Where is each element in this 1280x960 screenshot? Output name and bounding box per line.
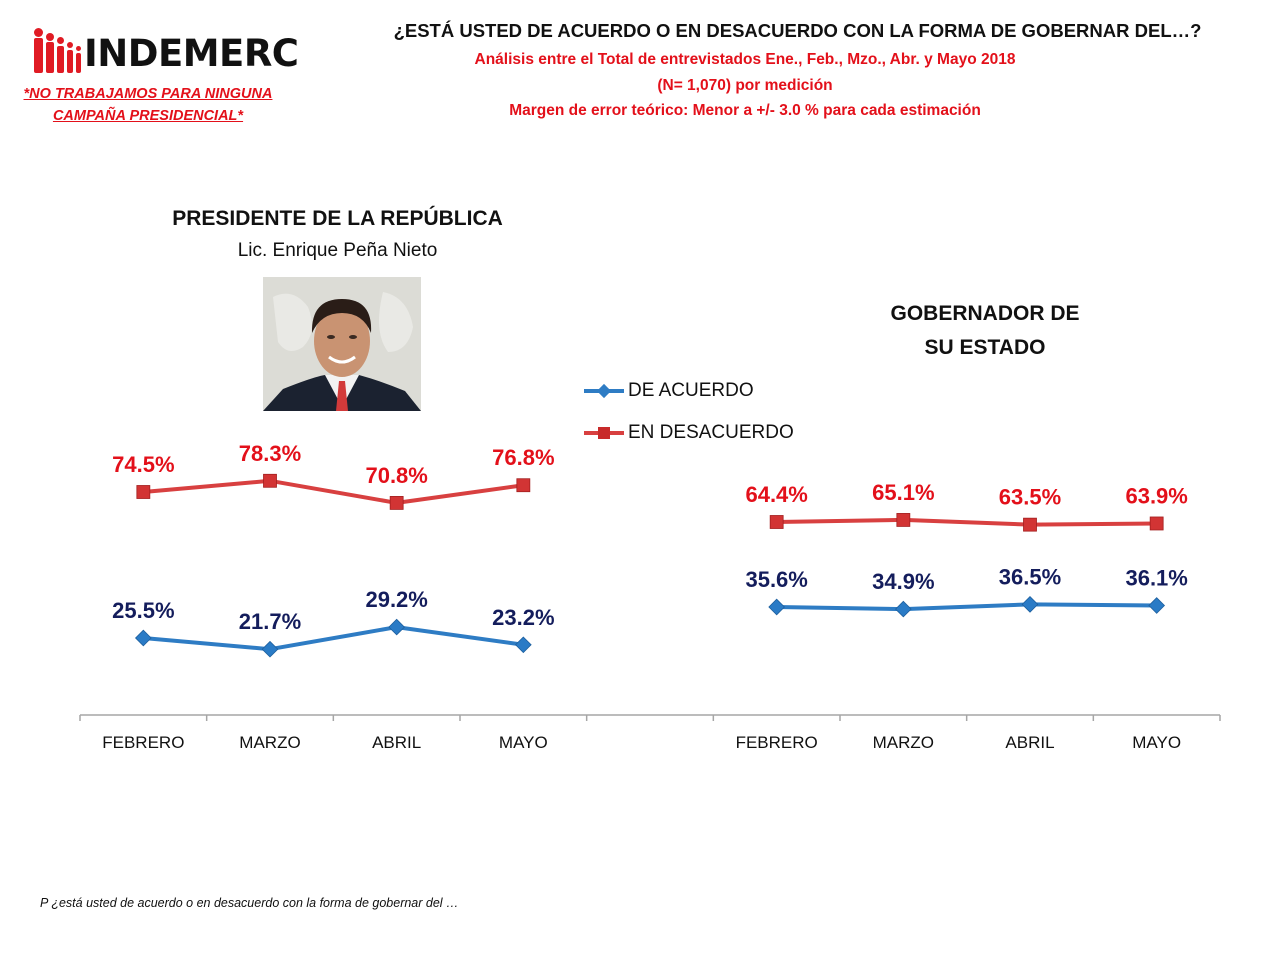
logo-figure-icon bbox=[76, 46, 81, 51]
en-desacuerdo-series-line-governor bbox=[776, 517, 1157, 527]
en-desacuerdo-data-label: 70.8% bbox=[365, 463, 427, 488]
disclaimer-line-1: *NO TRABAJAMOS PARA NINGUNA bbox=[23, 86, 273, 102]
de-acuerdo-series-line-president bbox=[143, 625, 524, 652]
legend-item-en-desacuerdo: EN DESACUERDO bbox=[584, 422, 794, 444]
de-acuerdo-point-marker bbox=[514, 636, 532, 654]
de-acuerdo-point-marker bbox=[1021, 596, 1039, 613]
x-tick-label-president: FEBRERO bbox=[102, 733, 184, 752]
legend-label-de-acuerdo: DE ACUERDO bbox=[628, 380, 754, 401]
en-desacuerdo-point-marker bbox=[896, 513, 911, 527]
logo-figure-icon bbox=[46, 33, 54, 41]
de-acuerdo-data-label: 23.2% bbox=[492, 605, 554, 630]
legend-item-de-acuerdo: DE ACUERDO bbox=[584, 380, 754, 402]
disclaimer-line-2: CAMPAÑA PRESIDENCIAL* bbox=[52, 108, 244, 124]
de-acuerdo-data-label: 35.6% bbox=[745, 567, 807, 592]
logo-figure-icon bbox=[57, 37, 64, 44]
de-acuerdo-point-marker bbox=[768, 598, 786, 616]
logo-figure-icon bbox=[34, 28, 43, 37]
en-desacuerdo-data-label: 63.5% bbox=[999, 485, 1061, 510]
logo-text: INDEMERC bbox=[84, 32, 299, 75]
logo-figure-icon bbox=[57, 46, 64, 73]
en-desacuerdo-data-label: 78.3% bbox=[239, 441, 301, 466]
president-name: Lic. Enrique Peña Nieto bbox=[237, 240, 438, 261]
en-desacuerdo-point-marker bbox=[389, 496, 404, 510]
de-acuerdo-series-line-governor bbox=[776, 602, 1157, 612]
logo-figure-icon bbox=[46, 42, 54, 73]
red-square-line-icon bbox=[584, 427, 624, 439]
en-desacuerdo-point-marker bbox=[136, 485, 151, 499]
en-desacuerdo-data-label: 65.1% bbox=[872, 480, 934, 505]
de-acuerdo-data-label: 25.5% bbox=[112, 598, 174, 623]
de-acuerdo-point-marker bbox=[388, 618, 406, 636]
x-tick-label-president: MAYO bbox=[499, 733, 548, 752]
logo-figure-icon bbox=[34, 38, 43, 73]
indemerc-logo: INDEMERC bbox=[34, 28, 299, 75]
logo-figure-icon bbox=[76, 53, 81, 73]
portrait-image-icon bbox=[263, 277, 421, 411]
en-desacuerdo-point-marker bbox=[516, 478, 531, 493]
x-tick-label-governor: ABRIL bbox=[1005, 733, 1054, 752]
de-acuerdo-data-label: 29.2% bbox=[365, 587, 427, 612]
en-desacuerdo-data-label: 76.8% bbox=[492, 445, 554, 470]
president-panel-title: PRESIDENTE DE LA REPÚBLICA bbox=[172, 207, 503, 230]
subtitle-analysis: Análisis entre el Total de entrevistados… bbox=[474, 51, 1016, 68]
logo-figure-icon bbox=[67, 42, 73, 48]
de-acuerdo-point-marker bbox=[134, 629, 152, 647]
de-acuerdo-data-label: 34.9% bbox=[872, 569, 934, 594]
en-desacuerdo-point-marker bbox=[1149, 516, 1164, 531]
de-acuerdo-point-marker bbox=[261, 640, 279, 658]
en-desacuerdo-series-line-president bbox=[143, 478, 524, 505]
de-acuerdo-point-marker bbox=[1148, 597, 1166, 614]
x-tick-label-president: MARZO bbox=[239, 733, 300, 752]
x-tick-label-governor: MARZO bbox=[873, 733, 934, 752]
x-tick-label-president: ABRIL bbox=[372, 733, 421, 752]
de-acuerdo-data-label: 36.1% bbox=[1125, 566, 1187, 591]
x-tick-label-governor: FEBRERO bbox=[736, 733, 818, 752]
main-title: ¿ESTÁ USTED DE ACUERDO O EN DESACUERDO C… bbox=[393, 20, 1202, 41]
footnote: P ¿está usted de acuerdo o en desacuerdo… bbox=[40, 896, 459, 910]
de-acuerdo-data-label: 36.5% bbox=[999, 564, 1061, 589]
en-desacuerdo-data-label: 74.5% bbox=[112, 452, 174, 477]
subtitle-sample-size: (N= 1,070) por medición bbox=[657, 77, 833, 94]
governor-panel-title-line-2: SU ESTADO bbox=[924, 336, 1046, 359]
en-desacuerdo-point-marker bbox=[769, 515, 784, 529]
blue-diamond-line-icon bbox=[584, 383, 624, 399]
subtitle-margin-of-error: Margen de error teórico: Menor a +/- 3.0… bbox=[509, 102, 981, 119]
de-acuerdo-data-label: 21.7% bbox=[239, 609, 301, 634]
president-portrait-photo bbox=[263, 277, 421, 411]
logo-figure-icon bbox=[67, 50, 73, 73]
legend-label-en-desacuerdo: EN DESACUERDO bbox=[628, 422, 794, 443]
de-acuerdo-point-marker bbox=[894, 600, 912, 618]
en-desacuerdo-point-marker bbox=[1023, 517, 1037, 532]
en-desacuerdo-data-label: 64.4% bbox=[745, 482, 807, 507]
x-tick-label-governor: MAYO bbox=[1132, 733, 1181, 752]
governor-panel-title-line-1: GOBERNADOR DE bbox=[890, 302, 1080, 325]
en-desacuerdo-point-marker bbox=[263, 473, 277, 488]
en-desacuerdo-data-label: 63.9% bbox=[1125, 483, 1187, 508]
